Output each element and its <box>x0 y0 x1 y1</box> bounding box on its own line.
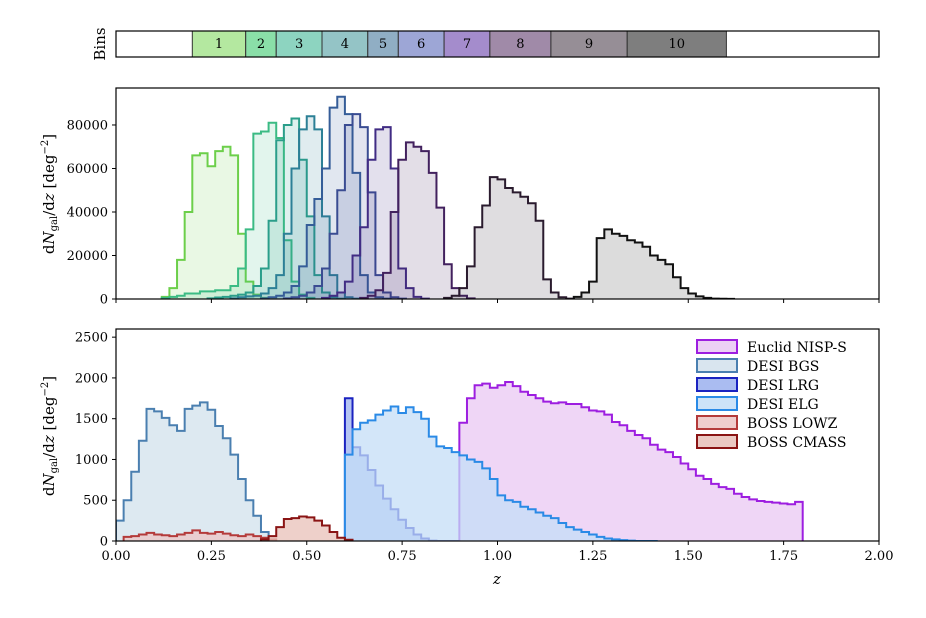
top-frame <box>115 87 880 300</box>
bottom-fill-desi-elg <box>344 406 658 541</box>
bottom-fill-desi-bgs <box>116 402 269 541</box>
bottom-xtick-label: 0.00 <box>102 549 131 564</box>
top-line-bin-10 <box>572 228 736 299</box>
bin-label-3: 3 <box>295 37 303 52</box>
legend-label-boss-cmass: BOSS CMASS <box>747 435 847 451</box>
bottom-line-euclid-nisp-s <box>458 381 804 541</box>
bin-cell-8 <box>489 30 552 58</box>
top-ytick-label: 20000 <box>67 249 108 264</box>
top-line-bin-1 <box>160 145 270 299</box>
top-fill-bin-5 <box>260 96 391 299</box>
top-y-axis-label: dNgal/dz [deg−2] <box>40 134 60 254</box>
top-plot-area <box>160 95 736 299</box>
top-line-bin-6 <box>282 113 407 299</box>
x-axis-label: z <box>492 570 501 588</box>
bottom-xtick-label: 2.00 <box>865 549 894 564</box>
bins-panel: 1 2 3 4 5 6 7 8 9 10 <box>115 30 880 58</box>
legend-label-euclid-nisp-s: Euclid NISP-S <box>747 340 847 356</box>
top-line-bin-9 <box>443 176 575 299</box>
bin-label-6: 6 <box>417 37 425 52</box>
tomographic-bins-panel: 0 20000 40000 60000 80000 <box>67 87 880 308</box>
top-fill-bin-3 <box>207 118 345 299</box>
bottom-ytick-label: 500 <box>83 494 108 509</box>
top-fill-bin-1 <box>161 146 269 299</box>
top-ytick-label: 80000 <box>67 118 108 133</box>
bottom-ytick-label: 0 <box>100 535 108 550</box>
bottom-xtick-label: 0.25 <box>197 549 226 564</box>
top-ytick-label: 60000 <box>67 162 108 177</box>
bottom-xtick-label: 0.50 <box>292 549 321 564</box>
legend-label-desi-elg: DESI ELG <box>747 397 819 413</box>
bottom-xtick-label: 1.25 <box>578 549 607 564</box>
bin-label-1: 1 <box>215 37 223 52</box>
top-fill-bin-4 <box>230 116 361 299</box>
legend-label-desi-bgs: DESI BGS <box>747 359 819 375</box>
bottom-fill-euclid-nisp-s <box>459 382 803 541</box>
bin-label-4: 4 <box>341 37 349 52</box>
top-fill-bin-10 <box>573 229 735 299</box>
bottom-ytick-label: 1500 <box>75 412 108 427</box>
top-line-bin-8 <box>359 141 476 299</box>
top-line-bin-7 <box>321 126 430 299</box>
bin-cell-1 <box>191 30 247 58</box>
bins-axis-label: Bins <box>91 27 109 60</box>
bottom-line-desi-elg <box>343 405 658 541</box>
legend-swatch-desi-bgs <box>696 358 738 373</box>
bins-frame <box>115 30 880 58</box>
bin-cell-6 <box>397 30 445 58</box>
bin-label-7: 7 <box>463 37 471 52</box>
bottom-xtick-label: 1.50 <box>674 549 703 564</box>
bottom-fill-boss-lowz <box>123 530 277 541</box>
bottom-line-boss-lowz <box>122 529 278 541</box>
bottom-ytick-label: 1000 <box>75 453 108 468</box>
bottom-ytick-label: 2500 <box>75 331 108 346</box>
top-ytick-label: 40000 <box>67 205 108 220</box>
legend-swatch-desi-lrg <box>696 377 738 392</box>
top-fill-bin-9 <box>444 177 574 299</box>
legend-swatch-desi-elg <box>696 396 738 411</box>
bottom-y-axis-label: dNgal/dz [deg−2] <box>40 376 60 496</box>
bottom-xtick-label: 0.75 <box>388 549 417 564</box>
top-fill-bin-7 <box>322 127 429 299</box>
bottom-frame <box>115 328 880 542</box>
top-line-bin-3 <box>206 117 346 299</box>
legend-label-boss-lowz: BOSS LOWZ <box>747 416 838 432</box>
bin-label-5: 5 <box>379 37 387 52</box>
bottom-line-boss-cmass <box>259 515 354 541</box>
bottom-plot-area <box>116 381 804 541</box>
bottom-ytick-label: 2000 <box>75 371 108 386</box>
legend-swatch-euclid-nisp-s <box>696 339 738 354</box>
legend-label-desi-lrg: DESI LRG <box>747 378 819 394</box>
bin-label-9: 9 <box>585 37 593 52</box>
legend-swatch-boss-cmass <box>696 434 738 449</box>
surveys-panel: 0 500 1000 1500 2000 2500 0.00 0.25 0.50 0.75 1.00… <box>75 328 894 564</box>
bottom-xtick-label: 1.00 <box>483 549 512 564</box>
bin-label-10: 10 <box>669 37 686 52</box>
top-fill-bin-8 <box>360 142 475 299</box>
top-ytick-label: 0 <box>100 293 108 308</box>
bin-label-2: 2 <box>257 37 265 52</box>
top-line-bin-5 <box>259 95 392 299</box>
legend-swatch-boss-lowz <box>696 415 738 430</box>
bin-cell-10 <box>626 30 727 58</box>
legend: Euclid NISP-S DESI BGS DESI LRG DESI ELG BOS… <box>696 339 847 451</box>
bin-label-8: 8 <box>516 37 524 52</box>
bottom-xtick-label: 1.75 <box>769 549 798 564</box>
bottom-line-desi-bgs <box>116 401 270 541</box>
top-line-bin-2 <box>160 121 316 299</box>
